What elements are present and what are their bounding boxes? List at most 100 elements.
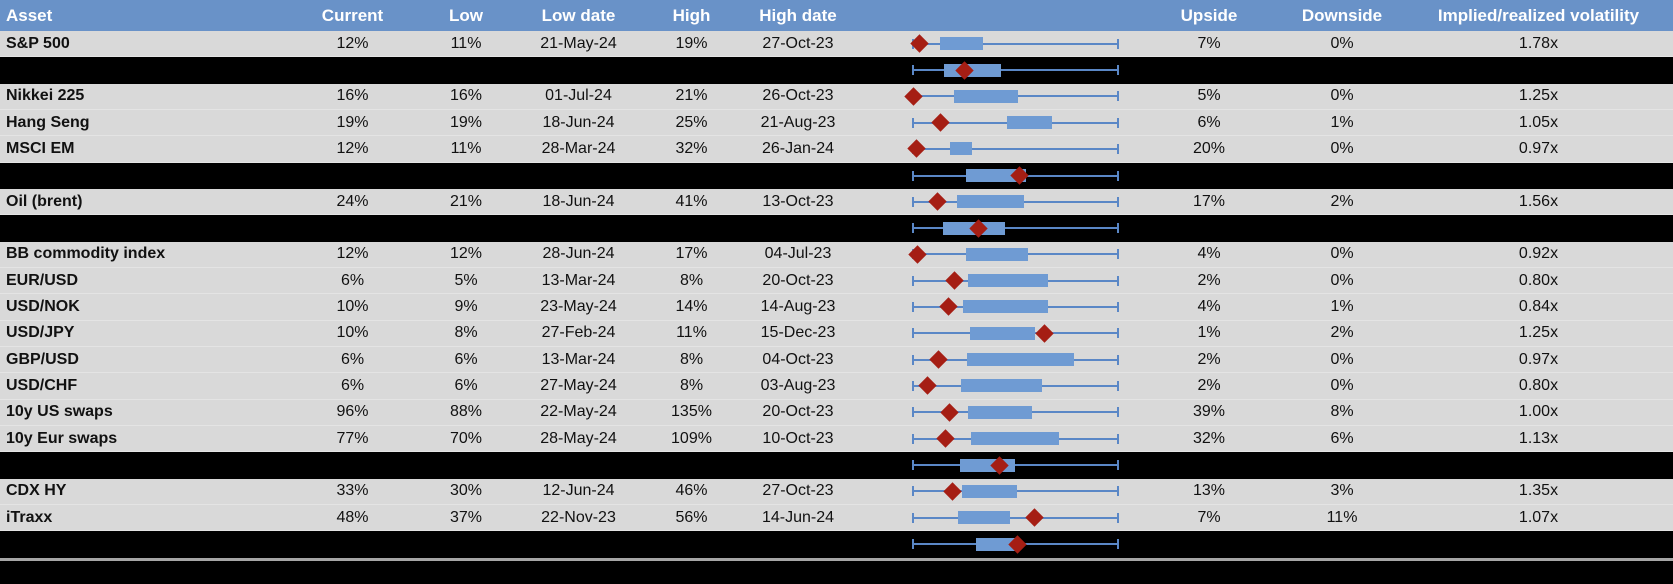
asset-cell[interactable] — [0, 531, 285, 557]
column-header-asset[interactable]: Asset — [0, 0, 285, 31]
upside-cell[interactable]: 6% — [1138, 110, 1280, 135]
range-plot-cell[interactable] — [858, 268, 1138, 293]
column-header-implied-realized-volatility[interactable]: Implied/realized volatility — [1404, 0, 1673, 31]
current-cell[interactable] — [285, 215, 420, 241]
range-plot-cell[interactable] — [858, 189, 1138, 214]
implied-realized-cell[interactable]: 1.56x — [1404, 189, 1673, 214]
column-header-current[interactable]: Current — [285, 0, 420, 31]
downside-cell[interactable]: 3% — [1280, 479, 1404, 504]
range-plot-cell[interactable] — [858, 479, 1138, 504]
asset-cell[interactable]: Oil (brent) — [0, 189, 285, 214]
upside-cell[interactable]: 39% — [1138, 400, 1280, 425]
high-cell[interactable]: 109% — [645, 426, 738, 451]
high-date-cell[interactable]: 21-Aug-23 — [738, 110, 858, 135]
implied-realized-cell[interactable]: 1.25x — [1404, 321, 1673, 346]
low-cell[interactable] — [420, 57, 512, 83]
downside-cell[interactable]: 0% — [1280, 84, 1404, 109]
downside-cell[interactable]: 11% — [1280, 505, 1404, 530]
high-date-cell[interactable]: 26-Jan-24 — [738, 136, 858, 161]
current-cell[interactable]: 77% — [285, 426, 420, 451]
implied-realized-cell[interactable]: 1.07x — [1404, 505, 1673, 530]
high-date-cell[interactable] — [738, 57, 858, 83]
low-cell[interactable]: 37% — [420, 505, 512, 530]
upside-cell[interactable]: 2% — [1138, 373, 1280, 398]
asset-cell[interactable] — [0, 163, 285, 189]
downside-cell[interactable]: 0% — [1280, 31, 1404, 56]
asset-cell[interactable] — [0, 215, 285, 241]
low-date-cell[interactable]: 28-Mar-24 — [512, 136, 645, 161]
upside-cell[interactable]: 7% — [1138, 31, 1280, 56]
low-date-cell[interactable]: 28-Jun-24 — [512, 242, 645, 267]
high-cell[interactable]: 14% — [645, 294, 738, 319]
high-cell[interactable]: 56% — [645, 505, 738, 530]
current-cell[interactable]: 24% — [285, 189, 420, 214]
low-date-cell[interactable]: 22-Nov-23 — [512, 505, 645, 530]
low-date-cell[interactable] — [512, 452, 645, 478]
asset-cell[interactable]: MSCI EM — [0, 136, 285, 161]
downside-cell[interactable] — [1280, 531, 1404, 557]
asset-cell[interactable] — [0, 57, 285, 83]
high-cell[interactable]: 32% — [645, 136, 738, 161]
high-date-cell[interactable]: 27-Oct-23 — [738, 31, 858, 56]
low-cell[interactable]: 19% — [420, 110, 512, 135]
downside-cell[interactable]: 6% — [1280, 426, 1404, 451]
downside-cell[interactable]: 8% — [1280, 400, 1404, 425]
asset-cell[interactable]: USD/CHF — [0, 373, 285, 398]
high-cell[interactable] — [645, 452, 738, 478]
current-cell[interactable]: 12% — [285, 136, 420, 161]
current-cell[interactable]: 96% — [285, 400, 420, 425]
range-plot-cell[interactable] — [858, 163, 1138, 189]
range-plot-cell[interactable] — [858, 400, 1138, 425]
asset-cell[interactable]: Nikkei 225 — [0, 84, 285, 109]
implied-realized-cell[interactable]: 0.97x — [1404, 136, 1673, 161]
asset-cell[interactable]: iTraxx — [0, 505, 285, 530]
low-date-cell[interactable]: 21-May-24 — [512, 31, 645, 56]
downside-cell[interactable]: 1% — [1280, 294, 1404, 319]
asset-cell[interactable]: USD/NOK — [0, 294, 285, 319]
column-header-high-date[interactable]: High date — [738, 0, 858, 31]
low-date-cell[interactable]: 13-Mar-24 — [512, 347, 645, 372]
high-date-cell[interactable]: 04-Jul-23 — [738, 242, 858, 267]
high-date-cell[interactable]: 26-Oct-23 — [738, 84, 858, 109]
high-cell[interactable]: 21% — [645, 84, 738, 109]
asset-cell[interactable] — [0, 452, 285, 478]
downside-cell[interactable]: 2% — [1280, 321, 1404, 346]
low-cell[interactable]: 70% — [420, 426, 512, 451]
implied-realized-cell[interactable]: 1.25x — [1404, 84, 1673, 109]
high-cell[interactable]: 135% — [645, 400, 738, 425]
current-cell[interactable] — [285, 452, 420, 478]
low-cell[interactable]: 9% — [420, 294, 512, 319]
low-cell[interactable]: 30% — [420, 479, 512, 504]
high-cell[interactable]: 8% — [645, 373, 738, 398]
high-date-cell[interactable]: 27-Oct-23 — [738, 479, 858, 504]
implied-realized-cell[interactable]: 0.84x — [1404, 294, 1673, 319]
column-header-downside[interactable]: Downside — [1280, 0, 1404, 31]
low-cell[interactable] — [420, 215, 512, 241]
range-plot-cell[interactable] — [858, 136, 1138, 161]
upside-cell[interactable]: 2% — [1138, 268, 1280, 293]
low-cell[interactable]: 16% — [420, 84, 512, 109]
low-cell[interactable]: 88% — [420, 400, 512, 425]
asset-cell[interactable]: BB commodity index — [0, 242, 285, 267]
implied-realized-cell[interactable] — [1404, 163, 1673, 189]
low-date-cell[interactable]: 13-Mar-24 — [512, 268, 645, 293]
low-date-cell[interactable]: 28-May-24 — [512, 426, 645, 451]
implied-realized-cell[interactable]: 1.13x — [1404, 426, 1673, 451]
low-cell[interactable]: 11% — [420, 136, 512, 161]
upside-cell[interactable]: 4% — [1138, 294, 1280, 319]
low-cell[interactable]: 8% — [420, 321, 512, 346]
asset-cell[interactable]: Hang Seng — [0, 110, 285, 135]
low-cell[interactable]: 12% — [420, 242, 512, 267]
downside-cell[interactable]: 0% — [1280, 373, 1404, 398]
asset-cell[interactable]: EUR/USD — [0, 268, 285, 293]
low-cell[interactable]: 21% — [420, 189, 512, 214]
implied-realized-cell[interactable]: 0.80x — [1404, 373, 1673, 398]
low-date-cell[interactable]: 18-Jun-24 — [512, 110, 645, 135]
column-header-upside[interactable]: Upside — [1138, 0, 1280, 31]
implied-realized-cell[interactable]: 1.35x — [1404, 479, 1673, 504]
current-cell[interactable]: 33% — [285, 479, 420, 504]
low-cell[interactable] — [420, 163, 512, 189]
high-cell[interactable]: 17% — [645, 242, 738, 267]
implied-realized-cell[interactable]: 0.92x — [1404, 242, 1673, 267]
range-plot-cell[interactable] — [858, 452, 1138, 478]
